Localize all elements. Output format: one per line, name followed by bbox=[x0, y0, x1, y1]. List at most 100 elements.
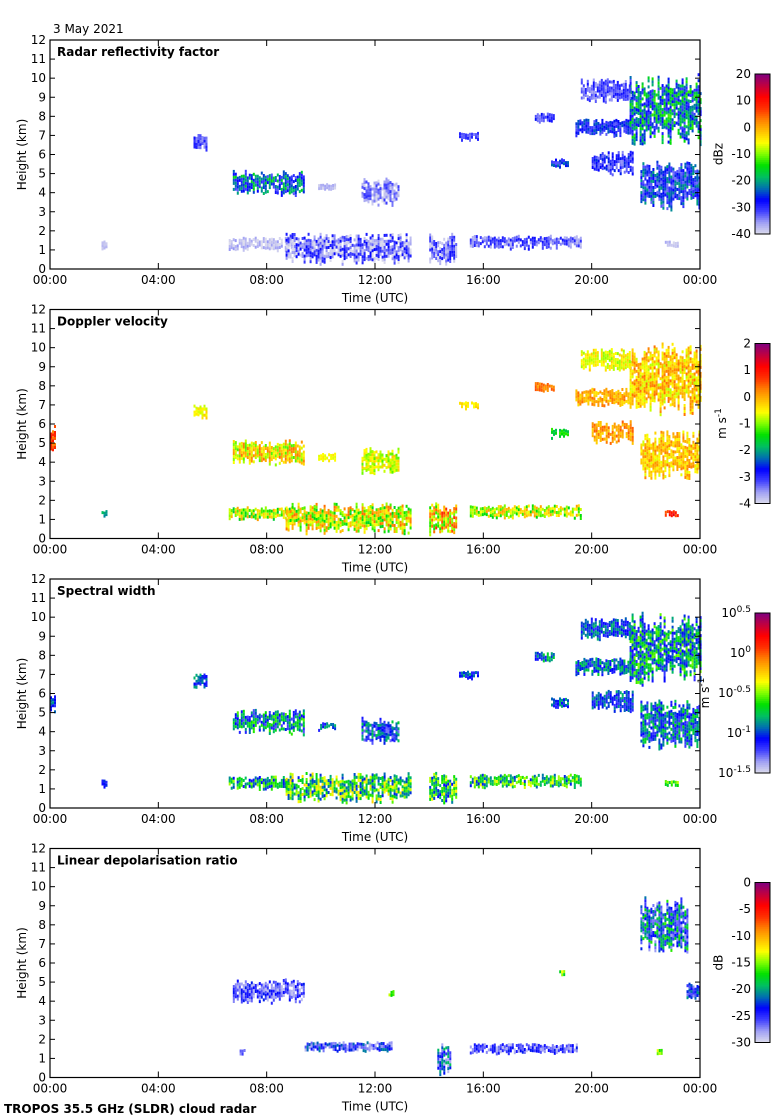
data-cell bbox=[305, 511, 308, 515]
data-cell bbox=[577, 122, 580, 126]
data-cell bbox=[389, 515, 392, 519]
data-cell bbox=[648, 173, 651, 177]
data-cell bbox=[575, 238, 578, 242]
data-cell bbox=[663, 358, 666, 362]
data-cell bbox=[373, 511, 376, 515]
data-cell bbox=[617, 123, 620, 126]
data-cell bbox=[287, 525, 290, 529]
data-cell bbox=[581, 124, 584, 128]
data-cell bbox=[377, 453, 380, 457]
data-cell bbox=[264, 512, 267, 516]
data-cell bbox=[660, 451, 663, 455]
data-cell bbox=[637, 399, 640, 403]
data-cell bbox=[477, 137, 479, 141]
data-cell bbox=[691, 105, 694, 109]
data-cell bbox=[625, 169, 628, 173]
data-cell bbox=[250, 174, 253, 178]
data-cell bbox=[664, 442, 667, 446]
data-cell bbox=[493, 514, 496, 518]
data-cell bbox=[689, 91, 692, 94]
data-cell bbox=[353, 244, 356, 248]
data-cell bbox=[296, 178, 299, 182]
data-cell bbox=[565, 164, 567, 168]
data-cell bbox=[586, 356, 589, 360]
data-cell bbox=[687, 376, 690, 380]
data-cell bbox=[363, 193, 366, 197]
data-cell bbox=[675, 353, 678, 357]
data-cell bbox=[553, 429, 555, 433]
data-cell bbox=[608, 89, 611, 93]
data-cell bbox=[552, 114, 555, 118]
data-cell bbox=[641, 142, 644, 146]
data-cell bbox=[667, 131, 670, 135]
data-cell bbox=[680, 187, 683, 191]
data-cell bbox=[483, 236, 486, 240]
data-cell bbox=[692, 446, 695, 450]
data-cell bbox=[642, 195, 645, 199]
data-cell bbox=[631, 117, 634, 121]
data-cell bbox=[321, 259, 324, 263]
data-cell bbox=[240, 514, 243, 518]
data-cell bbox=[691, 111, 694, 115]
data-cell bbox=[381, 459, 384, 463]
data-cell bbox=[680, 172, 683, 176]
data-cell bbox=[671, 369, 674, 373]
data-cell bbox=[538, 388, 541, 392]
data-cell bbox=[387, 245, 390, 249]
data-cell bbox=[588, 356, 591, 360]
data-cell bbox=[575, 134, 578, 138]
data-cell bbox=[453, 531, 456, 535]
data-cell bbox=[351, 243, 354, 247]
data-cell bbox=[395, 244, 398, 248]
data-cell bbox=[654, 452, 657, 456]
data-cell bbox=[683, 365, 686, 368]
data-cell bbox=[377, 234, 380, 237]
data-cell bbox=[244, 178, 247, 182]
data-cell bbox=[600, 78, 603, 82]
data-cell bbox=[676, 468, 679, 471]
data-cell bbox=[686, 437, 689, 441]
data-cell bbox=[300, 446, 303, 450]
data-cell bbox=[387, 197, 390, 201]
data-cell bbox=[383, 457, 386, 461]
data-cell bbox=[678, 450, 681, 454]
data-cell bbox=[459, 132, 461, 136]
data-cell bbox=[635, 363, 638, 367]
data-cell bbox=[649, 381, 652, 385]
data-cell bbox=[686, 455, 689, 459]
data-cell bbox=[623, 395, 626, 399]
data-cell bbox=[375, 511, 378, 515]
data-cell bbox=[429, 236, 432, 240]
data-cell bbox=[624, 80, 627, 83]
data-cell bbox=[602, 87, 605, 91]
data-cell bbox=[641, 124, 644, 128]
data-cell bbox=[288, 191, 291, 195]
data-cell bbox=[672, 432, 675, 436]
data-cell bbox=[645, 128, 648, 132]
data-cell bbox=[256, 451, 259, 455]
data-cell bbox=[589, 392, 592, 396]
data-cell bbox=[650, 452, 653, 456]
data-cell bbox=[689, 396, 692, 400]
data-cell bbox=[397, 246, 400, 250]
data-cell bbox=[635, 357, 638, 361]
data-cell bbox=[363, 178, 366, 182]
data-cell bbox=[692, 455, 695, 459]
data-cell bbox=[266, 512, 269, 516]
data-cell bbox=[395, 197, 398, 201]
data-cell bbox=[359, 252, 362, 256]
data-cell bbox=[282, 191, 285, 195]
data-cell bbox=[343, 513, 346, 517]
data-cell bbox=[596, 357, 599, 361]
data-cell bbox=[691, 99, 694, 103]
data-cell bbox=[633, 133, 636, 137]
data-cell bbox=[692, 458, 695, 462]
data-cell bbox=[483, 506, 486, 510]
data-cell bbox=[663, 113, 666, 117]
data-cell bbox=[525, 514, 528, 518]
data-cell bbox=[435, 502, 438, 506]
y-tick-label: 8 bbox=[38, 109, 46, 123]
data-cell bbox=[401, 513, 404, 517]
colorbar-swatch bbox=[755, 98, 770, 101]
data-cell bbox=[665, 93, 668, 97]
